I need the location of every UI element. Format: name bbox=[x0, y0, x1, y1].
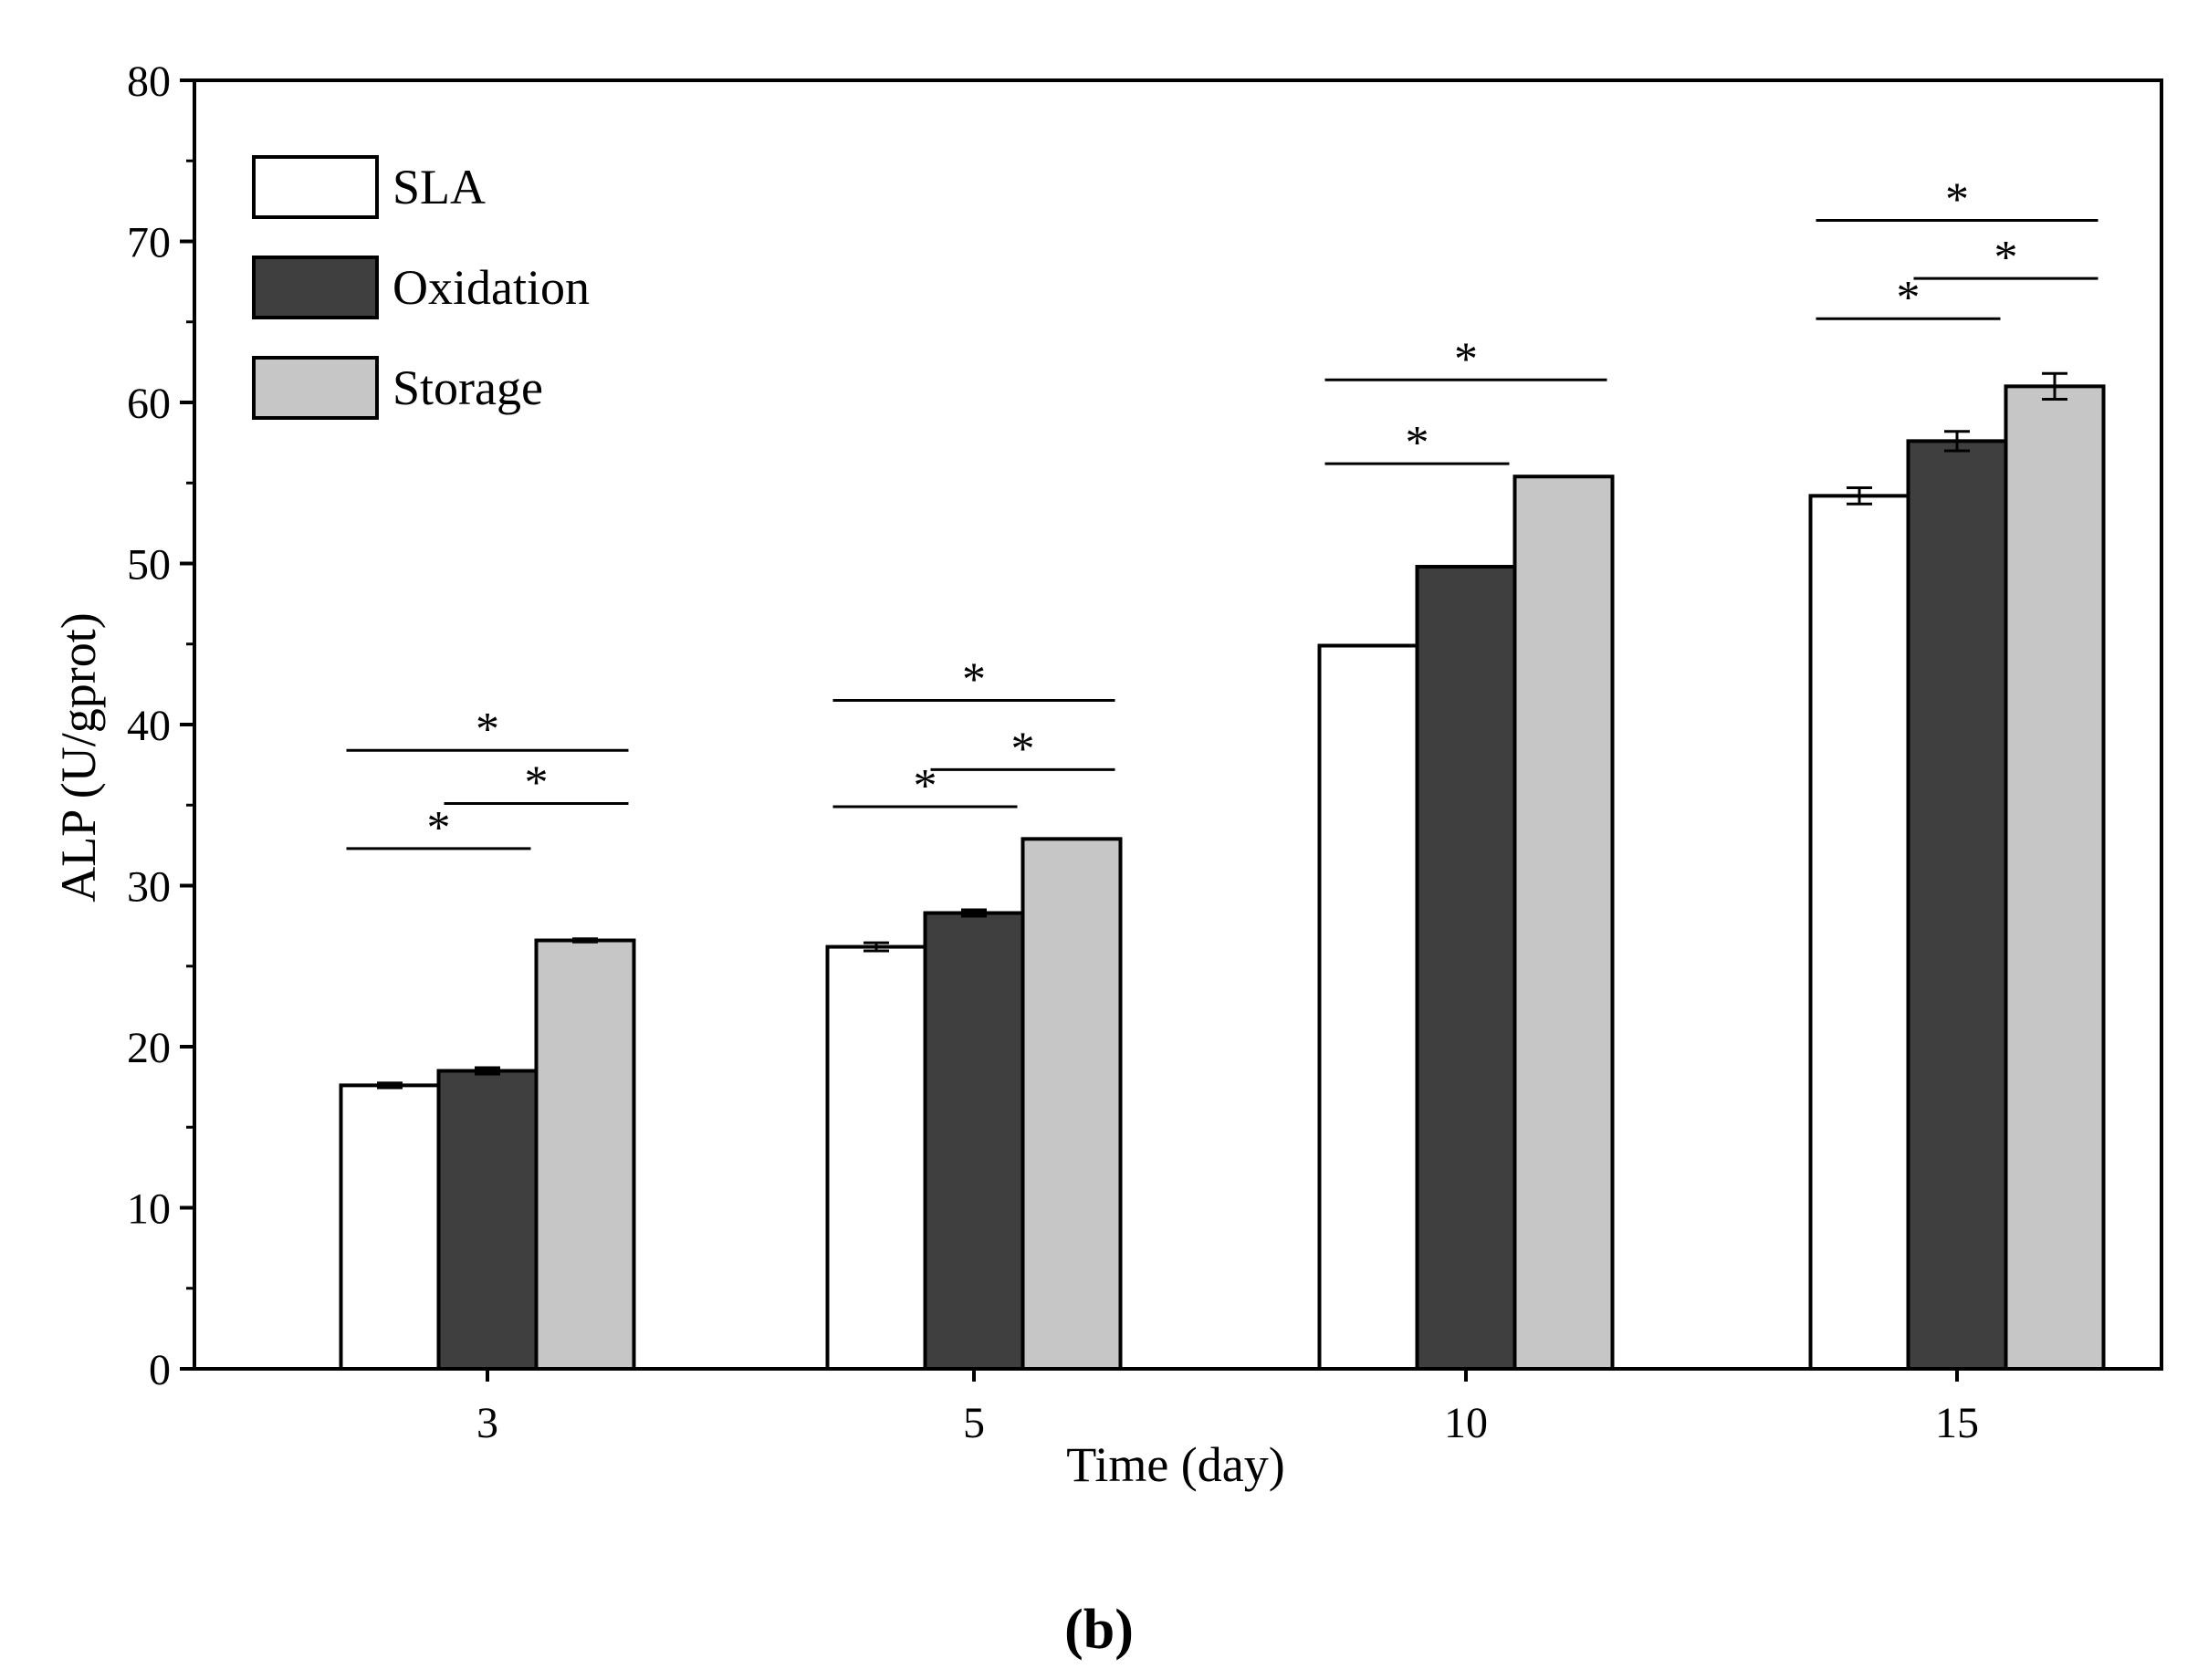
x-tick-label: 10 bbox=[1444, 1399, 1488, 1447]
bar-oxidation-10 bbox=[1415, 565, 1517, 1371]
significance-star: * bbox=[1406, 417, 1429, 469]
legend-label-oxidation: Oxidation bbox=[392, 260, 590, 315]
y-tick-label: 30 bbox=[127, 863, 171, 912]
bar-storage-15 bbox=[2004, 384, 2106, 1372]
plot-frame bbox=[193, 78, 2163, 1371]
y-tick-label: 50 bbox=[127, 541, 171, 590]
legend-item-storage: Storage bbox=[252, 356, 543, 420]
y-axis-title: ALP (U/gprot) bbox=[51, 612, 106, 902]
legend: SLA Oxidation Storage bbox=[252, 155, 590, 420]
panel-label: (b) bbox=[1064, 1599, 1134, 1661]
x-tick-label: 3 bbox=[476, 1399, 498, 1447]
plot-layer: 0 10 20 30 40 50 60 70 80 3 5 10 15 * * * * * * * * * * * bbox=[127, 57, 2163, 1447]
bar-sla-10 bbox=[1317, 643, 1419, 1371]
significance-star: * bbox=[1945, 174, 1969, 226]
y-tick-label: 10 bbox=[127, 1185, 171, 1234]
y-tick-label: 0 bbox=[149, 1346, 171, 1394]
bar-storage-10 bbox=[1512, 475, 1615, 1371]
y-tick-label: 60 bbox=[127, 380, 171, 428]
bar-oxidation-3 bbox=[436, 1069, 539, 1371]
y-tick-label: 20 bbox=[127, 1024, 171, 1072]
significance-star: * bbox=[1994, 232, 2018, 284]
y-tick-label: 80 bbox=[127, 57, 171, 106]
x-axis-title: Time (day) bbox=[1066, 1437, 1285, 1492]
legend-swatch-oxidation bbox=[252, 256, 379, 319]
significance-star: * bbox=[476, 704, 499, 756]
legend-label-sla: SLA bbox=[392, 160, 486, 214]
significance-star: * bbox=[525, 757, 549, 809]
significance-star: * bbox=[1897, 272, 1921, 324]
bar-sla-15 bbox=[1808, 494, 1910, 1371]
significance-star: * bbox=[914, 760, 937, 812]
legend-swatch-storage bbox=[252, 356, 379, 420]
bar-storage-5 bbox=[1020, 837, 1123, 1371]
legend-item-sla: SLA bbox=[252, 155, 486, 219]
significance-star: * bbox=[1454, 333, 1478, 385]
bar-oxidation-15 bbox=[1906, 439, 2008, 1371]
x-tick-label: 15 bbox=[1935, 1399, 1979, 1447]
bar-oxidation-5 bbox=[923, 911, 1025, 1371]
significance-star: * bbox=[1011, 723, 1035, 775]
legend-item-oxidation: Oxidation bbox=[252, 256, 590, 319]
legend-swatch-sla bbox=[252, 155, 379, 219]
bar-sla-3 bbox=[339, 1083, 441, 1371]
y-tick-label: 70 bbox=[127, 219, 171, 267]
x-tick-label: 5 bbox=[963, 1399, 985, 1447]
bar-sla-5 bbox=[825, 944, 927, 1371]
legend-label-storage: Storage bbox=[392, 360, 543, 415]
y-tick-label: 40 bbox=[127, 702, 171, 750]
bar-storage-3 bbox=[534, 938, 636, 1371]
significance-star: * bbox=[427, 802, 451, 854]
significance-star: * bbox=[962, 654, 986, 706]
